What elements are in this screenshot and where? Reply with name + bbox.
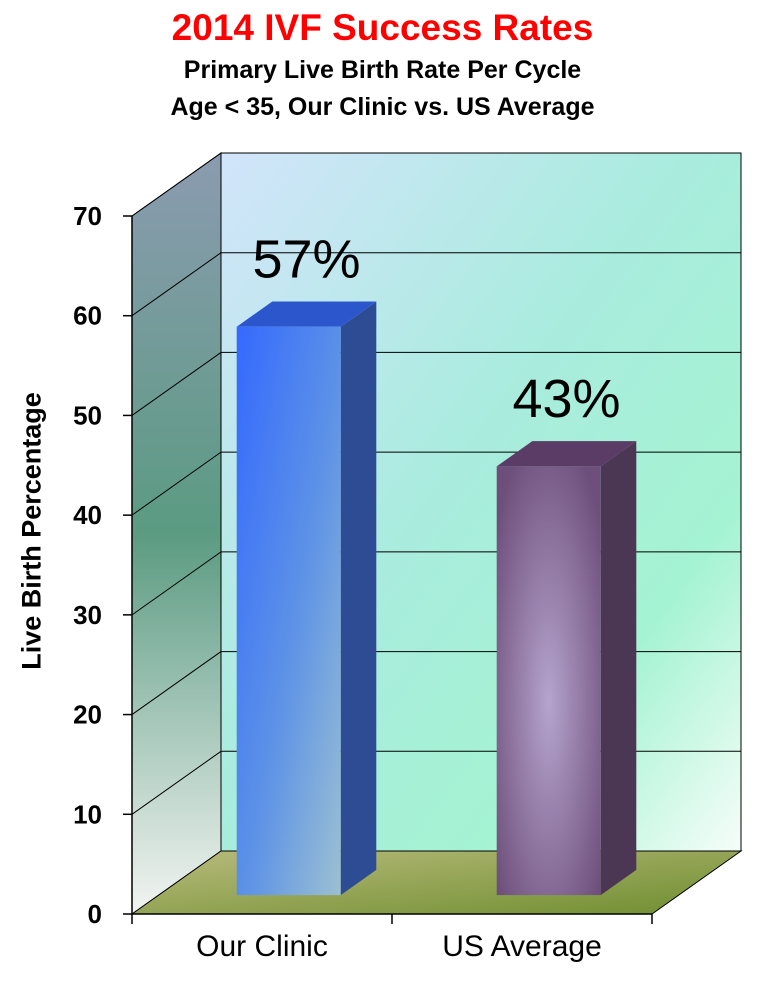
floor xyxy=(130,850,743,915)
bar xyxy=(236,326,341,896)
chart-title: 2014 IVF Success Rates xyxy=(171,7,594,48)
y-tick-label: 30 xyxy=(73,600,102,630)
bar xyxy=(496,466,601,896)
x-tick-label: Our Clinic xyxy=(196,930,328,963)
gridline-side xyxy=(131,252,222,317)
gridline-side xyxy=(131,352,222,416)
x-tick-label: US Average xyxy=(442,930,602,963)
bar-side xyxy=(340,301,377,896)
y-tick-label: 0 xyxy=(88,899,102,929)
y-tick-label: 50 xyxy=(73,400,102,430)
y-tick-label: 70 xyxy=(73,201,102,231)
gridline-side xyxy=(131,152,222,217)
y-tick-label: 60 xyxy=(73,301,102,331)
data-label: 57% xyxy=(252,230,360,290)
gridline-side xyxy=(131,551,222,616)
data-label: 43% xyxy=(512,369,620,429)
side-wall xyxy=(131,152,222,915)
bar-top xyxy=(236,301,377,327)
gridline-side xyxy=(131,451,222,516)
gridline-side xyxy=(131,750,222,815)
bar-side xyxy=(600,441,637,896)
y-tick-label: 10 xyxy=(73,799,102,829)
bar-top xyxy=(496,441,637,467)
y-tick-label: 20 xyxy=(73,700,102,730)
gridline-side xyxy=(131,651,222,715)
y-tick-label: 40 xyxy=(73,500,102,530)
chart-subtitle-line1: Primary Live Birth Rate Per Cycle xyxy=(183,56,582,84)
chart-subtitle-line2: Age < 35, Our Clinic vs. US Average xyxy=(170,93,595,121)
